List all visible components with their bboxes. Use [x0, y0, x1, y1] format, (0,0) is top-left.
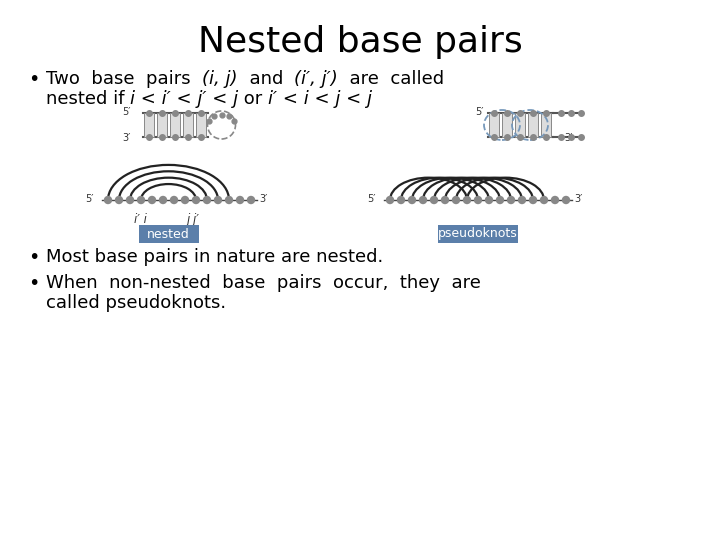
Circle shape	[138, 197, 145, 204]
Circle shape	[518, 197, 526, 204]
Bar	[171, 113, 179, 137]
Text: j j′: j j′	[186, 213, 199, 226]
Circle shape	[485, 197, 492, 204]
Circle shape	[552, 197, 559, 204]
Circle shape	[160, 197, 166, 204]
Circle shape	[204, 197, 210, 204]
Circle shape	[541, 197, 547, 204]
Circle shape	[441, 197, 449, 204]
Text: 5′: 5′	[86, 194, 94, 204]
Text: •: •	[28, 70, 40, 89]
Text: When  non-nested  base  pairs  occur,  they  are: When non-nested base pairs occur, they a…	[46, 274, 481, 292]
Circle shape	[452, 197, 459, 204]
Text: 3′: 3′	[259, 194, 267, 204]
Text: pseudoknots: pseudoknots	[438, 227, 518, 240]
FancyBboxPatch shape	[138, 225, 199, 243]
Text: 5′: 5′	[122, 107, 130, 117]
Circle shape	[104, 197, 112, 204]
Circle shape	[192, 197, 199, 204]
Text: i < i′ < j′ < j: i < i′ < j′ < j	[130, 90, 238, 108]
Text: nested: nested	[147, 227, 190, 240]
Text: 5′: 5′	[367, 194, 376, 204]
Circle shape	[225, 197, 233, 204]
Text: called pseudoknots.: called pseudoknots.	[46, 294, 226, 312]
Bar	[541, 113, 551, 137]
Bar	[197, 113, 205, 137]
Text: nested if: nested if	[46, 90, 130, 108]
Bar	[528, 113, 538, 137]
Circle shape	[171, 197, 178, 204]
Circle shape	[215, 197, 222, 204]
Text: •: •	[28, 274, 40, 293]
Circle shape	[529, 197, 536, 204]
Text: or: or	[238, 90, 269, 108]
Text: and: and	[238, 70, 294, 88]
Text: i′ < i < j < j: i′ < i < j < j	[269, 90, 372, 108]
Circle shape	[408, 197, 415, 204]
Text: Two  base  pairs: Two base pairs	[46, 70, 202, 88]
Text: Nested base pairs: Nested base pairs	[197, 25, 523, 59]
Text: i′ i: i′ i	[134, 213, 147, 226]
Circle shape	[248, 197, 254, 204]
Circle shape	[464, 197, 470, 204]
Bar	[490, 113, 498, 137]
Circle shape	[431, 197, 438, 204]
Circle shape	[420, 197, 426, 204]
Circle shape	[474, 197, 482, 204]
Circle shape	[562, 197, 570, 204]
Circle shape	[127, 197, 133, 204]
Bar	[184, 113, 192, 137]
Circle shape	[508, 197, 515, 204]
Bar	[503, 113, 511, 137]
Text: (i, j): (i, j)	[202, 70, 238, 88]
FancyBboxPatch shape	[438, 225, 518, 243]
Text: are  called: are called	[338, 70, 444, 88]
Text: 5′: 5′	[475, 107, 484, 117]
Text: Most base pairs in nature are nested.: Most base pairs in nature are nested.	[46, 248, 383, 266]
Circle shape	[497, 197, 503, 204]
Circle shape	[387, 197, 394, 204]
Circle shape	[181, 197, 189, 204]
Text: •: •	[28, 248, 40, 267]
Text: 3′: 3′	[122, 133, 130, 143]
Circle shape	[148, 197, 156, 204]
Text: 3′: 3′	[564, 133, 573, 143]
Circle shape	[397, 197, 405, 204]
Bar	[145, 113, 153, 137]
Bar	[516, 113, 525, 137]
Text: 3′: 3′	[574, 194, 582, 204]
Text: (i′, j′): (i′, j′)	[294, 70, 338, 88]
Circle shape	[115, 197, 122, 204]
Circle shape	[236, 197, 243, 204]
Bar	[158, 113, 166, 137]
